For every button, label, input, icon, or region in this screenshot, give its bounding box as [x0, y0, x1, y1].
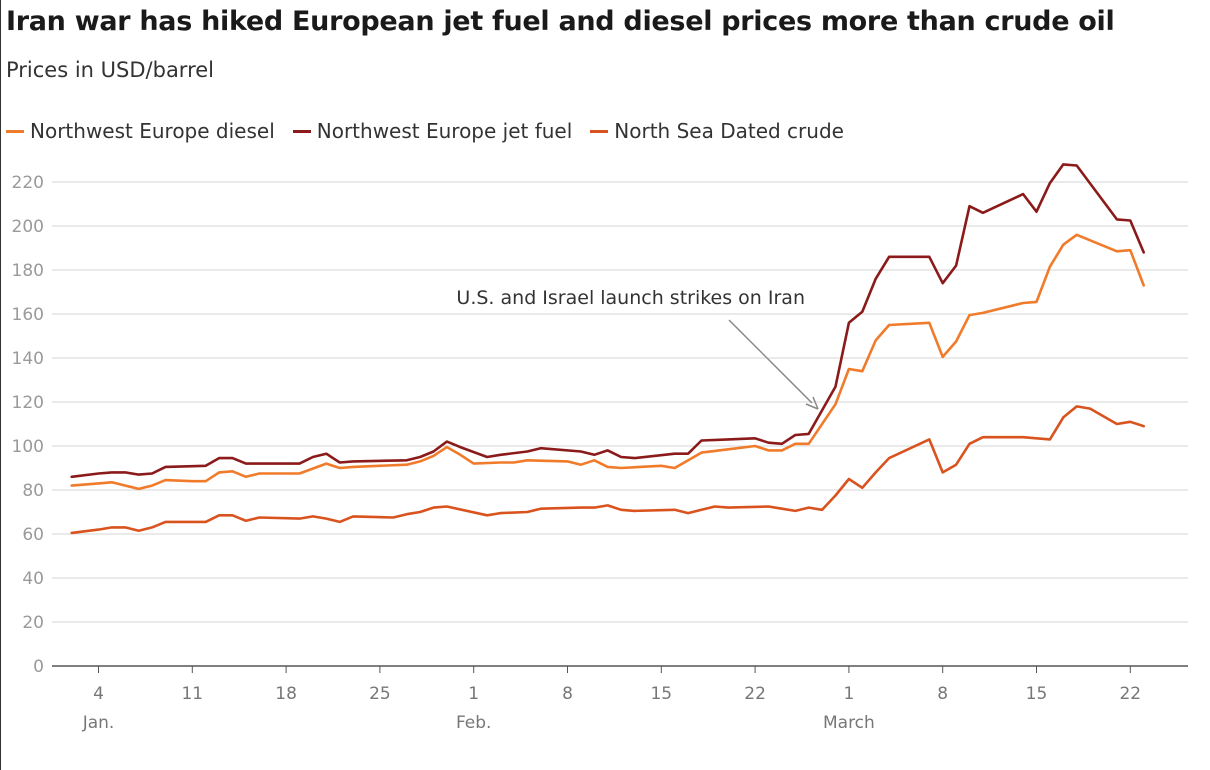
x-tick-label: 8: [937, 684, 948, 704]
chart-subtitle: Prices in USD/barrel: [6, 58, 215, 82]
annotation-arrow-line: [728, 319, 813, 404]
x-tick-label: 4: [93, 684, 104, 704]
y-tick-label: 120: [12, 393, 44, 413]
x-tick-label: 1: [843, 684, 854, 704]
y-tick-label: 200: [12, 217, 44, 237]
y-axis-ticks: 0 20 40 60 80 100 120 140 160 180 200 220: [12, 173, 44, 677]
y-tick-label: 160: [12, 305, 44, 325]
chart-legend: Northwest Europe diesel Northwest Europe…: [6, 118, 862, 144]
x-tick-label: 8: [562, 684, 573, 704]
legend-item-crude: North Sea Dated crude: [590, 119, 844, 143]
series-lines: [70, 163, 1145, 535]
legend-label-diesel: Northwest Europe diesel: [30, 119, 275, 143]
x-month-label: Jan.: [82, 713, 115, 733]
chart-title: Iran war has hiked European jet fuel and…: [6, 6, 1115, 37]
annotation: U.S. and Israel launch strikes on Iran: [456, 287, 819, 410]
legend-label-crude: North Sea Dated crude: [614, 119, 844, 143]
x-tick-label: 22: [1119, 684, 1141, 704]
series-line-jet-fuel: [70, 163, 1145, 479]
y-tick-label: 40: [22, 569, 44, 589]
legend-swatch-diesel: [6, 129, 24, 133]
legend-swatch-jet-fuel: [292, 129, 311, 133]
x-month-label: Feb.: [456, 713, 492, 733]
y-tick-label: 180: [12, 261, 44, 281]
x-tick-label: 18: [275, 684, 297, 704]
gridlines: [52, 181, 1188, 667]
legend-item-diesel: Northwest Europe diesel: [6, 119, 275, 143]
legend-item-jet-fuel: Northwest Europe jet fuel: [292, 119, 573, 143]
x-month-label: March: [823, 713, 875, 733]
annotation-arrow-head: [805, 396, 819, 410]
y-tick-label: 220: [12, 173, 44, 193]
x-tick-label: 15: [650, 684, 672, 704]
y-tick-label: 20: [22, 613, 44, 633]
x-tick-label: 22: [744, 684, 766, 704]
y-tick-label: 100: [12, 437, 44, 457]
legend-swatch-crude: [590, 129, 609, 133]
series-line-crude: [70, 405, 1145, 535]
y-tick-label: 140: [12, 349, 44, 369]
x-tick-label: 1: [468, 684, 479, 704]
series-line-diesel: [70, 233, 1145, 491]
y-tick-label: 0: [33, 657, 44, 677]
x-tick-label: 25: [369, 684, 391, 704]
x-axis-ticks: 4 Jan. 11 18 25 1 Feb. 8 15 22 1 March 8 15 22: [82, 666, 1141, 733]
x-tick-label: 11: [181, 684, 203, 704]
annotation-text: U.S. and Israel launch strikes on Iran: [456, 287, 805, 309]
y-tick-label: 80: [22, 481, 44, 501]
y-tick-label: 60: [22, 525, 44, 545]
x-tick-label: 15: [1026, 684, 1048, 704]
legend-label-jet-fuel: Northwest Europe jet fuel: [316, 119, 573, 143]
